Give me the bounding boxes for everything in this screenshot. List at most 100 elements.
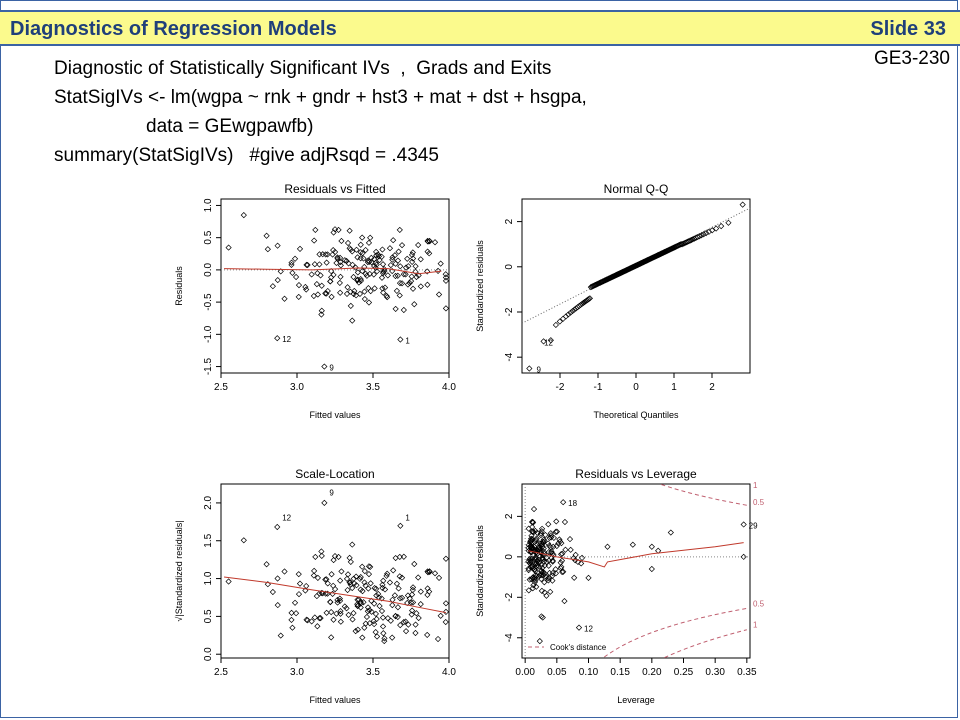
y-tick-label: -1.0	[203, 325, 214, 343]
data-point	[396, 573, 403, 580]
x-tick-label: 2.5	[214, 382, 228, 393]
data-point	[567, 546, 574, 553]
data-point	[354, 254, 361, 261]
data-point	[331, 553, 339, 560]
y-tick-label: 0.0	[203, 647, 214, 661]
data-point	[323, 290, 330, 297]
data-point	[540, 545, 547, 552]
data-point	[409, 255, 417, 262]
data-point	[394, 604, 402, 611]
data-point	[543, 554, 550, 561]
data-point	[240, 537, 247, 544]
data-point	[357, 600, 365, 607]
x-tick-label: 0.35	[737, 667, 757, 678]
data-point	[368, 254, 375, 261]
title-bar: Diagnostics of Regression Models Slide 3…	[0, 10, 960, 46]
data-point	[317, 272, 324, 279]
data-point	[424, 568, 431, 575]
data-point	[435, 574, 443, 581]
data-point	[354, 276, 361, 283]
data-point	[559, 568, 566, 576]
data-point	[310, 572, 317, 579]
data-point	[424, 248, 431, 255]
y-axis-label: Standardized residuals	[475, 525, 485, 617]
y-axis-label: Residuals	[174, 266, 184, 306]
data-point	[362, 246, 369, 254]
data-point	[274, 575, 281, 582]
data-point	[330, 229, 337, 236]
data-point	[356, 575, 364, 582]
data-point	[240, 212, 247, 219]
data-point	[334, 599, 341, 606]
data-point	[394, 257, 402, 264]
data-point	[378, 274, 386, 281]
data-point	[409, 258, 416, 265]
data-point	[360, 255, 367, 262]
data-point	[357, 598, 364, 605]
data-point	[525, 541, 532, 549]
data-point	[405, 621, 412, 628]
data-point	[353, 246, 360, 253]
data-point	[351, 287, 358, 295]
data-point	[344, 239, 352, 247]
data-point	[411, 301, 418, 308]
data-point	[437, 260, 444, 267]
data-point	[713, 225, 720, 232]
data-point	[352, 628, 359, 635]
data-point	[370, 271, 377, 278]
data-point	[395, 585, 402, 592]
data-point	[424, 631, 431, 639]
data-point	[354, 602, 361, 610]
data-point	[561, 518, 569, 526]
data-point	[417, 256, 424, 263]
data-point	[530, 505, 538, 513]
y-tick-label: -2	[504, 307, 515, 316]
data-point	[361, 568, 368, 575]
data-point	[384, 272, 391, 279]
data-point	[558, 540, 565, 547]
data-point	[407, 599, 415, 606]
data-point	[288, 261, 295, 269]
data-point	[552, 321, 559, 329]
data-point	[426, 588, 433, 595]
x-tick-label: 0.25	[674, 667, 694, 678]
data-point	[302, 283, 309, 291]
data-point	[397, 622, 404, 629]
data-point	[372, 610, 379, 617]
data-point	[379, 623, 387, 630]
y-tick-label: -4	[504, 633, 515, 642]
plot-title: Scale-Location	[295, 467, 374, 481]
data-point	[367, 234, 374, 241]
data-point	[413, 610, 420, 617]
data-point	[371, 600, 378, 607]
data-point	[346, 227, 353, 234]
x-tick-label: 4.0	[442, 382, 456, 393]
data-point	[412, 629, 419, 637]
data-point	[426, 250, 433, 257]
data-point	[561, 597, 568, 605]
data-point	[545, 575, 552, 582]
data-point	[373, 615, 380, 623]
data-point	[361, 295, 368, 303]
data-point	[311, 237, 318, 244]
data-point	[725, 219, 732, 226]
data-point	[263, 232, 270, 239]
data-point	[354, 601, 361, 608]
data-point	[289, 624, 296, 631]
data-point	[365, 299, 373, 306]
data-point	[381, 637, 388, 645]
data-point	[354, 269, 361, 276]
data-point	[392, 272, 399, 280]
x-tick-label: 3.0	[290, 667, 304, 678]
data-point	[700, 231, 707, 238]
data-point	[317, 615, 324, 622]
plot-box	[521, 198, 751, 374]
data-point	[347, 246, 354, 253]
data-point	[402, 264, 410, 271]
data-point	[667, 529, 674, 536]
data-point	[372, 264, 379, 271]
data-point	[545, 521, 552, 528]
data-point	[335, 226, 342, 234]
data-point	[397, 263, 404, 270]
data-point	[586, 295, 593, 302]
